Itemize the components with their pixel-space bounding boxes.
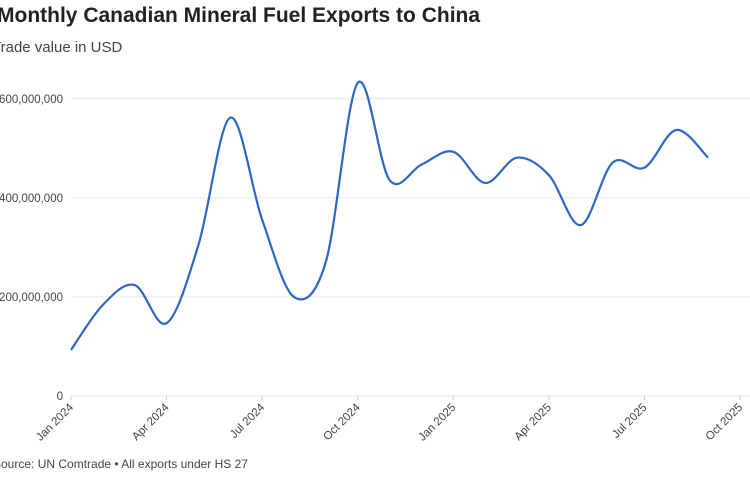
chart-title: Monthly Canadian Mineral Fuel Exports to… xyxy=(0,4,480,27)
y-tick-label: 0 xyxy=(57,391,63,403)
x-tick-label: Jul 2025 xyxy=(610,402,649,441)
x-tick-label: Oct 2024 xyxy=(321,401,363,443)
x-tick-label: Apr 2024 xyxy=(130,401,172,443)
x-tick-label: Jan 2025 xyxy=(416,402,458,444)
x-tick-label: Jan 2024 xyxy=(34,401,76,443)
y-tick-label: 200,000,000 xyxy=(0,292,63,304)
y-tick-label: 600,000,000 xyxy=(0,94,63,106)
x-tick-label: Jul 2024 xyxy=(228,401,268,441)
line-series xyxy=(70,80,709,351)
x-tick-label: Apr 2025 xyxy=(512,402,553,443)
source-note: Source: UN Comtrade • All exports under … xyxy=(0,457,248,471)
y-tick-label: 400,000,000 xyxy=(0,193,63,205)
chart-subtitle: Trade value in USD xyxy=(0,39,123,56)
x-tick-label: Oct 2025 xyxy=(704,402,745,443)
